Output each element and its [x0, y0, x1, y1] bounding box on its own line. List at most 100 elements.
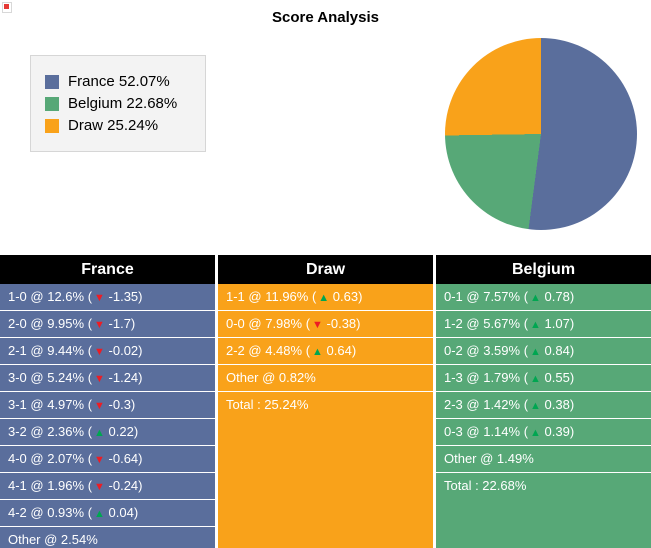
- score-row: 3-1 @ 4.97% (▼ -0.3): [0, 392, 215, 419]
- column-body: 1-0 @ 12.6% (▼ -1.35) 2-0 @ 9.95% (▼ -1.7…: [0, 284, 215, 548]
- column-header: Belgium: [436, 255, 651, 284]
- score-text: Total : 22.68%: [444, 478, 527, 493]
- chart-section: Score Analysis France 52.07% Belgium 22.6…: [0, 0, 651, 255]
- score-row: Other @ 1.49%: [436, 446, 651, 473]
- delta-value: -0.3): [104, 397, 136, 412]
- score-text: 1-2 @ 5.67%: [444, 316, 521, 331]
- up-arrow-icon: ▲: [530, 373, 541, 385]
- legend-items: France 52.07% Belgium 22.68% Draw 25.24%: [45, 73, 191, 134]
- up-arrow-icon: ▲: [530, 346, 541, 358]
- paren-open: (: [520, 424, 529, 439]
- paren-open: (: [84, 370, 93, 385]
- up-arrow-icon: ▲: [530, 319, 541, 331]
- delta-value: -0.02): [104, 343, 143, 358]
- score-row: 1-1 @ 11.96% (▲ 0.63): [218, 284, 433, 311]
- score-text: 0-2 @ 3.59%: [444, 343, 521, 358]
- legend: France 52.07% Belgium 22.68% Draw 25.24%: [30, 55, 206, 152]
- score-row: 3-0 @ 5.24% (▼ -1.24): [0, 365, 215, 392]
- score-text: 0-1 @ 7.57%: [444, 289, 521, 304]
- score-row: 0-2 @ 3.59% (▲ 0.84): [436, 338, 651, 365]
- pie-chart: [445, 38, 637, 230]
- paren-open: (: [84, 424, 93, 439]
- up-arrow-icon: ▲: [530, 427, 541, 439]
- paren-open: (: [84, 478, 93, 493]
- score-row: 1-0 @ 12.6% (▼ -1.35): [0, 284, 215, 311]
- score-text: 0-3 @ 1.14%: [444, 424, 521, 439]
- score-text: 4-1 @ 1.96%: [8, 478, 85, 493]
- score-row: 1-3 @ 1.79% (▲ 0.55): [436, 365, 651, 392]
- broken-image-icon: [2, 2, 12, 13]
- score-row: 4-1 @ 1.96% (▼ -0.24): [0, 473, 215, 500]
- paren-open: (: [302, 316, 311, 331]
- score-row: 2-0 @ 9.95% (▼ -1.7): [0, 311, 215, 338]
- score-text: Other @ 2.54%: [8, 532, 98, 547]
- score-row: 3-2 @ 2.36% (▲ 0.22): [0, 419, 215, 446]
- score-row: 4-2 @ 0.93% (▲ 0.04): [0, 500, 215, 527]
- page-title: Score Analysis: [272, 9, 379, 26]
- paren-open: (: [84, 343, 93, 358]
- down-arrow-icon: ▼: [94, 400, 105, 412]
- down-arrow-icon: ▼: [312, 319, 323, 331]
- score-text: 0-0 @ 7.98%: [226, 316, 303, 331]
- paren-open: (: [520, 289, 529, 304]
- column-body: 0-1 @ 7.57% (▲ 0.78) 1-2 @ 5.67% (▲ 1.07)…: [436, 284, 651, 548]
- column-body: 1-1 @ 11.96% (▲ 0.63) 0-0 @ 7.98% (▼ -0.3…: [218, 284, 433, 548]
- down-arrow-icon: ▼: [94, 346, 105, 358]
- down-arrow-icon: ▼: [94, 373, 105, 385]
- score-row: 0-3 @ 1.14% (▲ 0.39): [436, 419, 651, 446]
- score-row: Other @ 0.82%: [218, 365, 433, 392]
- delta-value: -1.35): [104, 289, 143, 304]
- delta-value: 0.84): [540, 343, 575, 358]
- paren-open: (: [520, 370, 529, 385]
- score-row: 2-2 @ 4.48% (▲ 0.64): [218, 338, 433, 365]
- delta-value: 0.22): [104, 424, 139, 439]
- score-row: Other @ 2.54%: [0, 527, 215, 548]
- score-text: Other @ 0.82%: [226, 370, 316, 385]
- paren-open: (: [520, 343, 529, 358]
- score-row: 2-1 @ 9.44% (▼ -0.02): [0, 338, 215, 365]
- score-text: 4-2 @ 0.93%: [8, 505, 85, 520]
- score-text: 2-3 @ 1.42%: [444, 397, 521, 412]
- score-text: Other @ 1.49%: [444, 451, 534, 466]
- score-text: 2-2 @ 4.48%: [226, 343, 303, 358]
- score-row: 4-0 @ 2.07% (▼ -0.64): [0, 446, 215, 473]
- score-text: 2-0 @ 9.95%: [8, 316, 85, 331]
- paren-open: (: [84, 505, 93, 520]
- paren-open: (: [84, 316, 93, 331]
- legend-label: Draw 25.24%: [68, 117, 159, 134]
- score-text: 4-0 @ 2.07%: [8, 451, 85, 466]
- delta-value: -0.38): [322, 316, 361, 331]
- up-arrow-icon: ▲: [530, 292, 541, 304]
- score-text: 3-2 @ 2.36%: [8, 424, 85, 439]
- column-header: France: [0, 255, 215, 284]
- legend-item: Draw 25.24%: [45, 117, 191, 134]
- score-column-draw: Draw 1-1 @ 11.96% (▲ 0.63) 0-0 @ 7.98% (▼ …: [218, 255, 433, 548]
- paren-open: (: [520, 397, 529, 412]
- up-arrow-icon: ▲: [94, 508, 105, 520]
- paren-open: (: [302, 343, 311, 358]
- score-row: Total : 25.24%: [218, 392, 433, 419]
- score-row: Total : 22.68%: [436, 473, 651, 500]
- delta-value: 0.39): [540, 424, 575, 439]
- score-text: 1-0 @ 12.6%: [8, 289, 85, 304]
- legend-swatch: [45, 118, 59, 133]
- legend-item: France 52.07%: [45, 73, 191, 90]
- paren-open: (: [84, 397, 93, 412]
- legend-label: France 52.07%: [68, 73, 170, 90]
- legend-swatch: [45, 74, 59, 89]
- score-row: 0-1 @ 7.57% (▲ 0.78): [436, 284, 651, 311]
- legend-item: Belgium 22.68%: [45, 95, 191, 112]
- delta-value: -0.64): [104, 451, 143, 466]
- score-row: 0-0 @ 7.98% (▼ -0.38): [218, 311, 433, 338]
- score-text: 1-3 @ 1.79%: [444, 370, 521, 385]
- down-arrow-icon: ▼: [94, 454, 105, 466]
- down-arrow-icon: ▼: [94, 292, 105, 304]
- down-arrow-icon: ▼: [94, 481, 105, 493]
- score-column-belgium: Belgium 0-1 @ 7.57% (▲ 0.78) 1-2 @ 5.67% (…: [436, 255, 651, 548]
- up-arrow-icon: ▲: [318, 292, 330, 304]
- paren-open: (: [84, 289, 93, 304]
- delta-value: 0.78): [540, 289, 575, 304]
- score-row: 1-2 @ 5.67% (▲ 1.07): [436, 311, 651, 338]
- paren-open: (: [520, 316, 529, 331]
